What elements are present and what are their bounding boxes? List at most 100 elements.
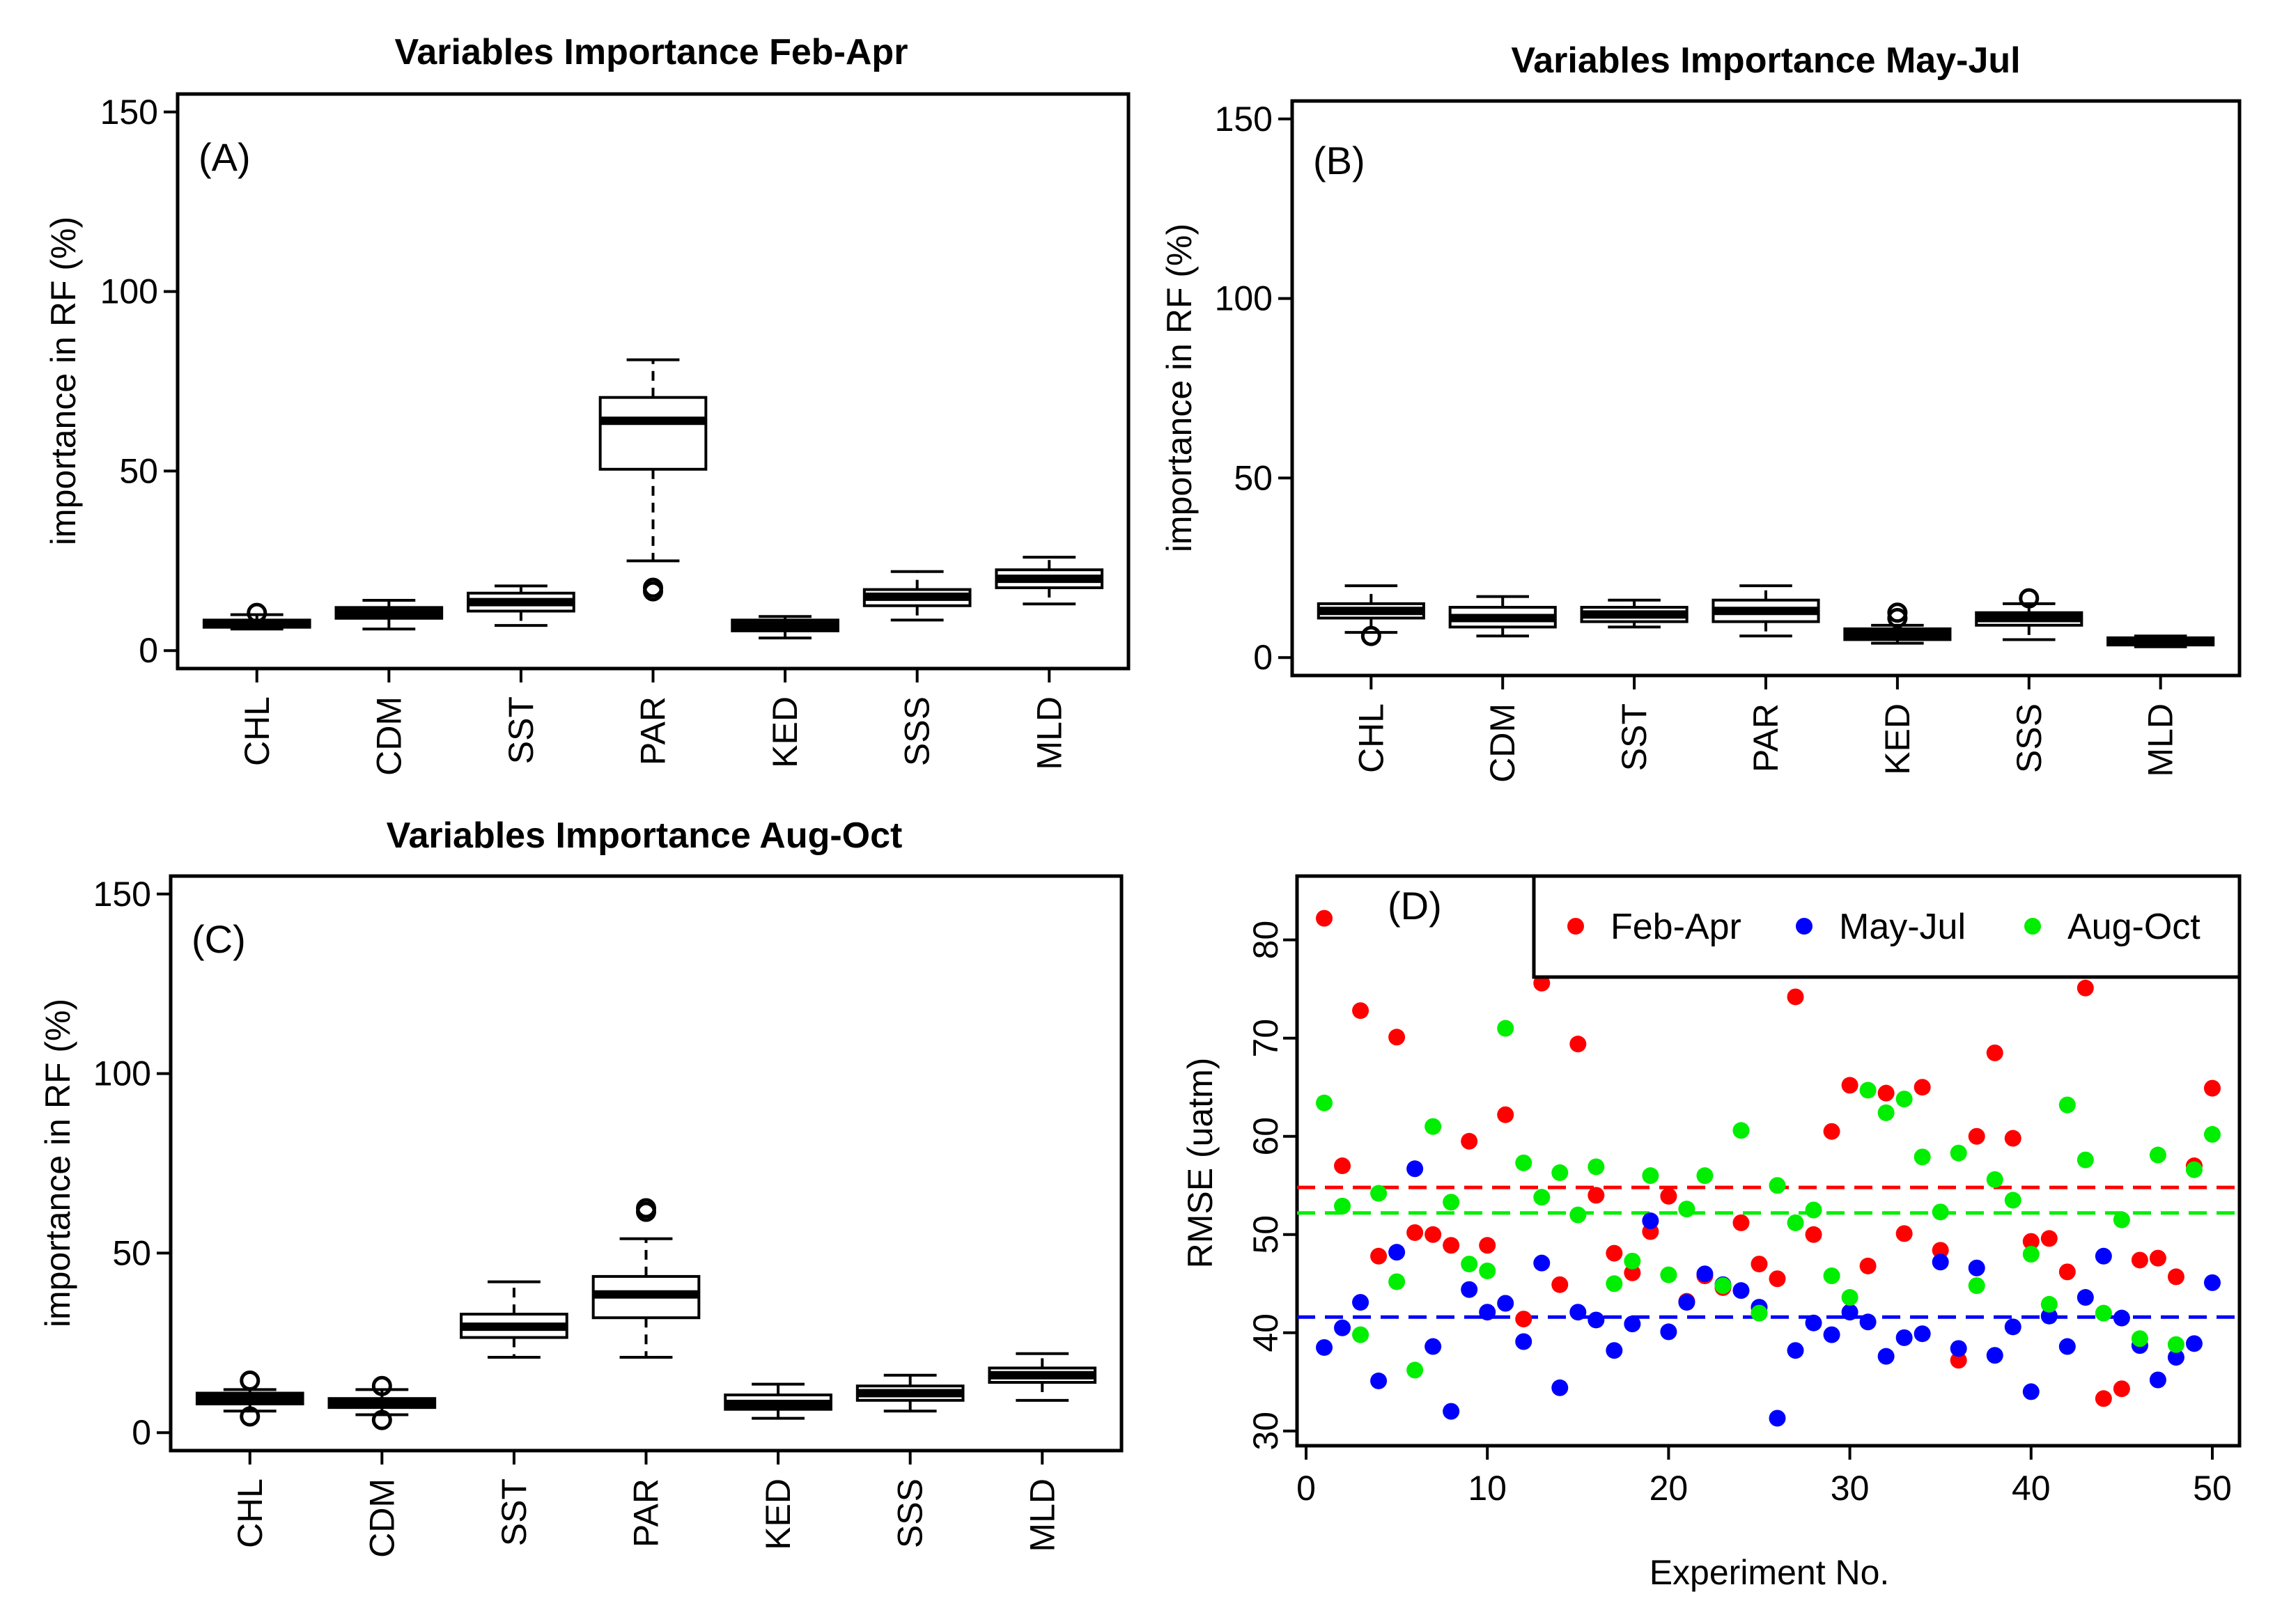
y-tick-label: 150 bbox=[1215, 100, 1273, 139]
x-tick-label: KED bbox=[766, 696, 805, 768]
x-tick-label: SST bbox=[495, 1478, 534, 1546]
box-sss bbox=[855, 1373, 965, 1413]
box-iqr bbox=[598, 396, 708, 471]
point-feb-apr bbox=[1895, 1225, 1913, 1242]
point-feb-apr bbox=[1841, 1077, 1858, 1094]
point-aug-oct bbox=[1497, 1020, 1514, 1037]
panel-d-x-axis-label: Experiment No. bbox=[1650, 1553, 1890, 1592]
box-sst bbox=[467, 584, 575, 627]
point-may-jul bbox=[1352, 1294, 1369, 1311]
x-tick-label: PAR bbox=[1746, 703, 1785, 772]
point-feb-apr bbox=[2004, 1130, 2021, 1147]
panel-a-boxes bbox=[202, 358, 1104, 640]
point-feb-apr bbox=[1388, 1029, 1406, 1046]
point-may-jul bbox=[2185, 1335, 2203, 1352]
panel-b-frame bbox=[1290, 99, 2242, 678]
point-may-jul bbox=[1986, 1347, 2003, 1364]
point-aug-oct bbox=[1388, 1273, 1406, 1290]
point-aug-oct bbox=[2095, 1304, 2112, 1322]
panel-b-y-axis-label: importance in RF (%) bbox=[1160, 224, 1199, 552]
legend-label-aug-oct: Aug-Oct bbox=[2067, 907, 2200, 947]
point-aug-oct bbox=[2113, 1211, 2130, 1228]
panel-d-scatter: (D) RMSE (uatm) Experiment No. 30 40 50 60 7… bbox=[1181, 874, 2242, 1592]
point-feb-apr bbox=[1443, 1237, 1460, 1254]
point-may-jul bbox=[1316, 1338, 1333, 1356]
point-may-jul bbox=[2040, 1307, 2058, 1325]
outlier-point bbox=[2019, 588, 2040, 609]
legend-label-feb-apr: Feb-Apr bbox=[1610, 907, 1741, 947]
point-feb-apr bbox=[1859, 1257, 1877, 1274]
point-may-jul bbox=[1968, 1259, 1985, 1276]
point-may-jul bbox=[1334, 1319, 1351, 1336]
point-feb-apr bbox=[1551, 1276, 1569, 1293]
point-may-jul bbox=[1696, 1265, 1714, 1283]
x-tick-label: 30 bbox=[1831, 1469, 1870, 1508]
point-may-jul bbox=[1425, 1338, 1442, 1355]
point-may-jul bbox=[2149, 1371, 2166, 1389]
legend-label-may-jul: May-Jul bbox=[1839, 907, 1966, 947]
x-tick-label: PAR bbox=[634, 696, 673, 765]
point-may-jul bbox=[1678, 1294, 1695, 1311]
point-feb-apr bbox=[1606, 1244, 1623, 1262]
y-tick-label: 50 bbox=[1234, 458, 1273, 497]
x-tick-label: MLD bbox=[2141, 703, 2180, 777]
point-aug-oct bbox=[2022, 1245, 2040, 1263]
x-tick-label: SST bbox=[502, 696, 541, 764]
y-tick-label: 100 bbox=[100, 272, 158, 311]
panel-d-label: (D) bbox=[1388, 884, 1442, 928]
panel-c-y-axis: 0 50 100 150 bbox=[93, 875, 171, 1452]
point-feb-apr bbox=[1588, 1187, 1605, 1204]
x-tick-label: MLD bbox=[1030, 696, 1069, 770]
point-aug-oct bbox=[1787, 1214, 1804, 1231]
x-tick-label: 20 bbox=[1650, 1469, 1689, 1508]
point-may-jul bbox=[1370, 1372, 1388, 1389]
panel-b-y-axis: 0 50 100 150 bbox=[1215, 100, 1292, 677]
point-feb-apr bbox=[1334, 1157, 1351, 1175]
point-may-jul bbox=[2022, 1383, 2040, 1400]
box-chl bbox=[202, 602, 311, 631]
box-sss bbox=[862, 570, 972, 622]
point-aug-oct bbox=[2004, 1192, 2021, 1209]
point-aug-oct bbox=[1479, 1262, 1496, 1279]
point-feb-apr bbox=[1479, 1237, 1496, 1254]
panel-b-title: Variables Importance May-Jul bbox=[1511, 40, 2020, 81]
x-tick-label: 10 bbox=[1468, 1469, 1507, 1508]
x-tick-label: PAR bbox=[627, 1478, 666, 1547]
point-aug-oct bbox=[2040, 1295, 2058, 1313]
point-feb-apr bbox=[1732, 1214, 1750, 1231]
point-feb-apr bbox=[2040, 1230, 2058, 1247]
point-may-jul bbox=[1787, 1342, 1804, 1359]
panel-b-x-axis: CHL CDM SST PAR KED SSS MLD bbox=[1351, 676, 2180, 783]
point-feb-apr bbox=[1406, 1224, 1424, 1241]
panel-a-x-axis: CHL CDM SST PAR KED SSS MLD bbox=[238, 669, 1069, 776]
box-sst bbox=[1580, 598, 1689, 629]
x-tick-label: CHL bbox=[231, 1478, 270, 1548]
point-aug-oct bbox=[1841, 1289, 1858, 1306]
point-aug-oct bbox=[1859, 1082, 1877, 1099]
y-tick-label: 50 bbox=[119, 451, 158, 490]
x-tick-label: 0 bbox=[1296, 1469, 1316, 1508]
point-may-jul bbox=[1533, 1254, 1551, 1272]
point-feb-apr bbox=[1751, 1256, 1768, 1273]
point-aug-oct bbox=[1914, 1148, 1931, 1166]
point-may-jul bbox=[1642, 1212, 1659, 1230]
point-aug-oct bbox=[1370, 1185, 1388, 1202]
box-chl bbox=[195, 1370, 304, 1427]
point-feb-apr bbox=[2203, 1079, 2221, 1097]
point-may-jul bbox=[2167, 1349, 2184, 1366]
point-may-jul bbox=[1606, 1342, 1623, 1359]
panel-b-boxes bbox=[1317, 584, 2215, 648]
x-tick-label: SST bbox=[1615, 703, 1654, 771]
y-tick-label: 0 bbox=[132, 1413, 151, 1452]
y-tick-label: 60 bbox=[1246, 1117, 1285, 1156]
point-feb-apr bbox=[2167, 1268, 2184, 1286]
panel-c-boxes bbox=[195, 1198, 1097, 1430]
point-may-jul bbox=[1497, 1295, 1514, 1312]
point-feb-apr bbox=[2022, 1233, 2040, 1250]
point-may-jul bbox=[1914, 1325, 1931, 1343]
y-tick-label: 0 bbox=[1253, 638, 1273, 677]
legend-marker-feb-apr bbox=[1567, 918, 1584, 935]
point-feb-apr bbox=[2113, 1380, 2130, 1398]
box-mld bbox=[995, 556, 1104, 606]
box-ked bbox=[724, 1382, 832, 1420]
